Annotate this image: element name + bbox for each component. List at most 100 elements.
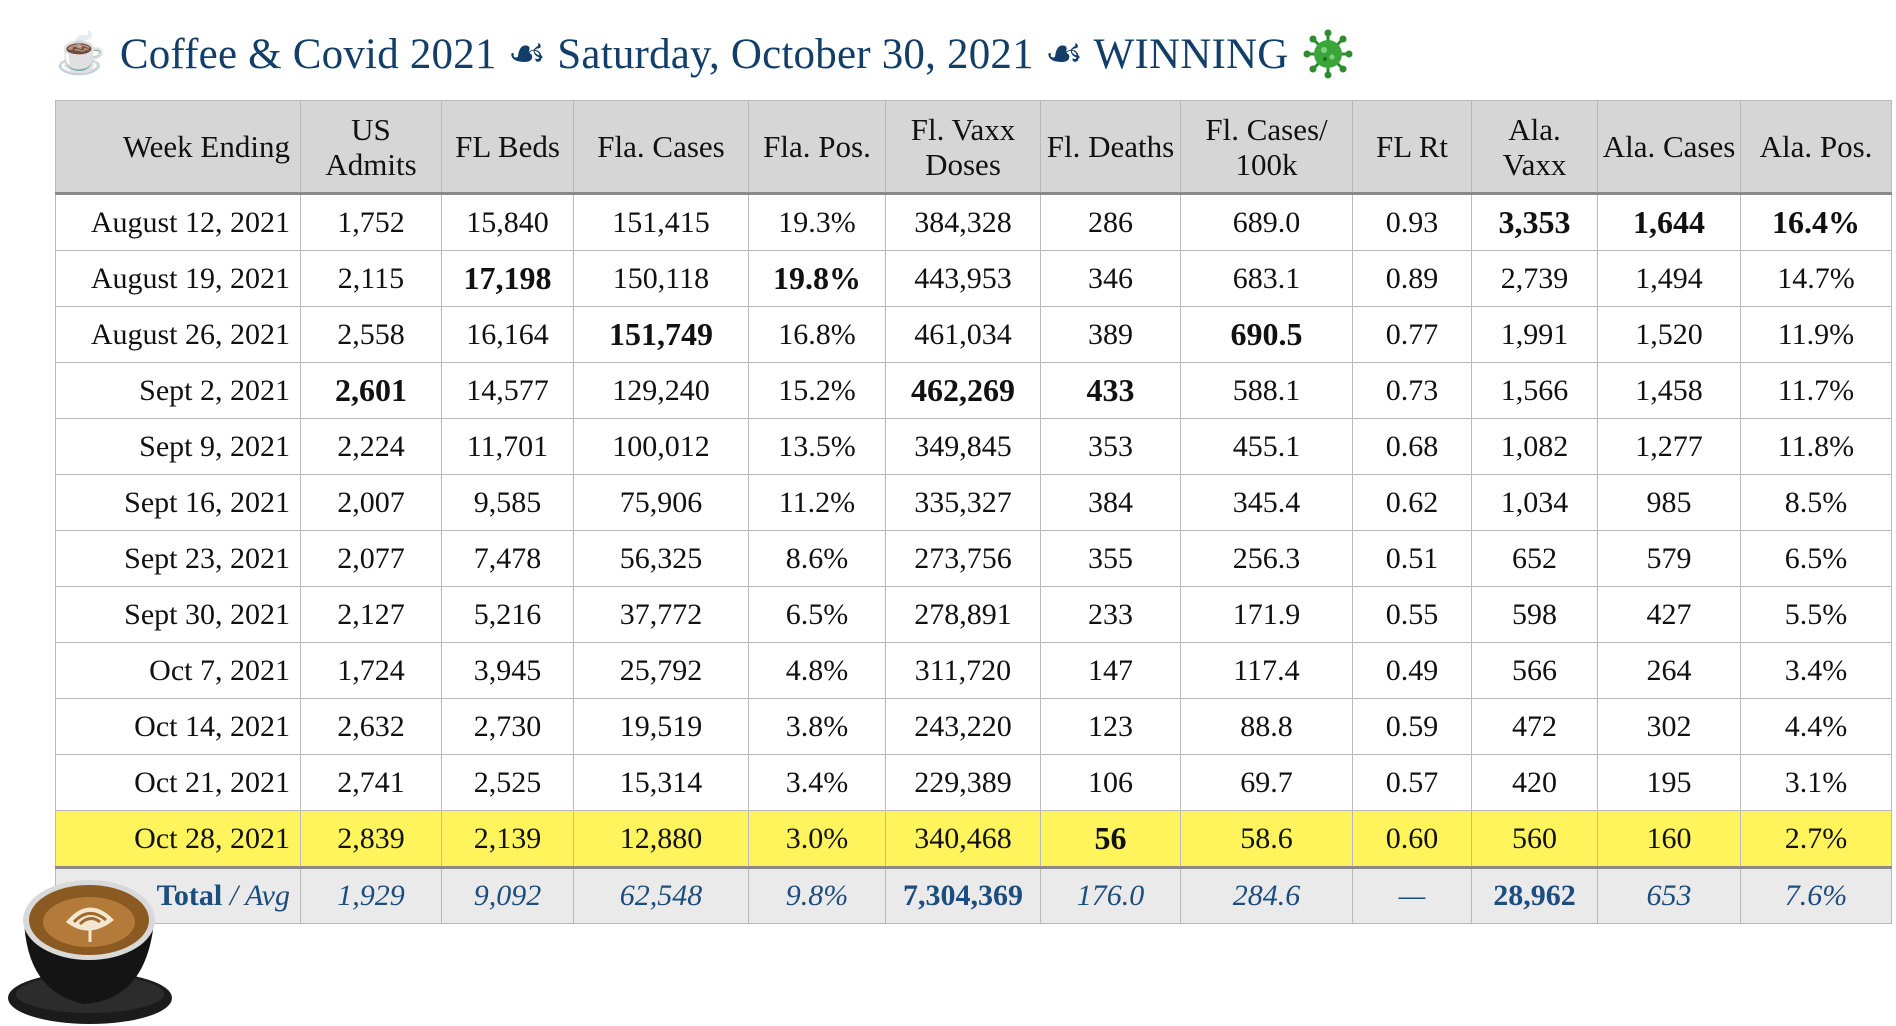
table-cell: 150,118 [573,250,749,307]
table-row: August 19, 2021 2,115 17,198 150,118 19.8% 44… [55,250,1892,307]
table-cell: 690.5 [1180,306,1353,363]
totals-cell: 62,548 [573,866,749,924]
table-cell: 302 [1597,698,1741,755]
totals-cell: 9.8% [748,866,886,924]
table-cell: 455.1 [1180,418,1353,475]
table-cell: 1,082 [1471,418,1598,475]
table-cell: 0.57 [1352,754,1472,811]
column-header: Fla. Cases [573,100,749,195]
table-row: Oct 14, 2021 2,632 2,730 19,519 3.8% 243,220 1… [55,698,1892,755]
table-cell: 0.55 [1352,586,1472,643]
table-cell: 11.2% [748,474,886,531]
week-ending-cell: Oct 7, 2021 [55,642,301,699]
week-ending-cell: Oct 14, 2021 [55,698,301,755]
table-cell: 3.0% [748,810,886,868]
table-cell: 100,012 [573,418,749,475]
table-cell: 4.4% [1740,698,1892,755]
totals-cell: 7.6% [1740,866,1892,924]
table-cell: 3,945 [441,642,574,699]
table-cell: 264 [1597,642,1741,699]
latte-cup-image [8,880,172,1024]
table-cell: 147 [1040,642,1181,699]
table-cell: 2,601 [300,362,442,419]
totals-cell: 28,962 [1471,866,1598,924]
table-row: Sept 16, 2021 2,007 9,585 75,906 11.2% 335,32… [55,474,1892,531]
table-cell: 2,139 [441,810,574,868]
table-cell: 5,216 [441,586,574,643]
table-cell: 88.8 [1180,698,1353,755]
column-header: Ala. Cases [1597,100,1741,195]
table-cell: 2,115 [300,250,442,307]
table-cell: 427 [1597,586,1741,643]
table-cell: 4.8% [748,642,886,699]
covid-data-table: Week Ending US Admits FL Beds Fla. Cases Fla… [55,100,1892,924]
totals-cell: 7,304,369 [885,866,1041,924]
table-cell: 0.49 [1352,642,1472,699]
table-cell: 11.9% [1740,306,1892,363]
table-cell: 19.8% [748,250,886,307]
table-cell: 1,644 [1597,193,1741,251]
table-cell: 129,240 [573,362,749,419]
table-cell: 123 [1040,698,1181,755]
table-cell: 0.59 [1352,698,1472,755]
table-cell: 16.8% [748,306,886,363]
table-cell: 2,077 [300,530,442,587]
table-cell: 579 [1597,530,1741,587]
table-cell: 58.6 [1180,810,1353,868]
column-header: Week Ending [55,100,301,195]
week-ending-cell: August 26, 2021 [55,306,301,363]
table-cell: 2,632 [300,698,442,755]
week-ending-cell: Sept 30, 2021 [55,586,301,643]
table-cell: 56 [1040,810,1181,868]
table-cell: 985 [1597,474,1741,531]
table-cell: 11,701 [441,418,574,475]
table-cell: 15.2% [748,362,886,419]
table-cell: 243,220 [885,698,1041,755]
table-row: August 12, 2021 1,752 15,840 151,415 19.3% 38… [55,193,1892,251]
totals-cell: — [1352,866,1472,924]
table-cell: 229,389 [885,754,1041,811]
table-cell: 355 [1040,530,1181,587]
table-cell: 195 [1597,754,1741,811]
table-cell: 3.8% [748,698,886,755]
week-ending-cell: August 19, 2021 [55,250,301,307]
table-cell: 9,585 [441,474,574,531]
week-ending-cell: Sept 23, 2021 [55,530,301,587]
table-row: Sept 9, 2021 2,224 11,701 100,012 13.5% 349,8… [55,418,1892,475]
table-row: Sept 23, 2021 2,077 7,478 56,325 8.6% 273,756… [55,530,1892,587]
table-row: August 26, 2021 2,558 16,164 151,749 16.8% 46… [55,306,1892,363]
table-cell: 7,478 [441,530,574,587]
table-cell: 151,749 [573,306,749,363]
column-header: Fla. Pos. [748,100,886,195]
table-cell: 6.5% [1740,530,1892,587]
table-cell: 8.5% [1740,474,1892,531]
table-cell: 15,840 [441,193,574,251]
table-cell: 353 [1040,418,1181,475]
table-cell: 0.89 [1352,250,1472,307]
table-cell: 1,034 [1471,474,1598,531]
table-cell: 5.5% [1740,586,1892,643]
table-cell: 683.1 [1180,250,1353,307]
title-bar: ☕ Coffee & Covid 2021 ☙ Saturday, Octobe… [56,22,1353,86]
totals-cell: 653 [1597,866,1741,924]
table-cell: 14.7% [1740,250,1892,307]
table-cell: 2,558 [300,306,442,363]
column-header: Fl. Cases/ 100k [1180,100,1353,195]
table-cell: 346 [1040,250,1181,307]
table-cell: 2,839 [300,810,442,868]
totals-row: Total / Avg 1,929 9,092 62,548 9.8% 7,304,369… [55,866,1892,924]
week-ending-cell: Sept 2, 2021 [55,362,301,419]
table-cell: 19,519 [573,698,749,755]
table-cell: 335,327 [885,474,1041,531]
table-row: Oct 21, 2021 2,741 2,525 15,314 3.4% 229,389 1… [55,754,1892,811]
table-cell: 15,314 [573,754,749,811]
table-cell: 1,520 [1597,306,1741,363]
table-cell: 14,577 [441,362,574,419]
table-cell: 311,720 [885,642,1041,699]
table-cell: 384,328 [885,193,1041,251]
table-cell: 17,198 [441,250,574,307]
table-row: Sept 30, 2021 2,127 5,216 37,772 6.5% 278,891… [55,586,1892,643]
table-cell: 3.4% [1740,642,1892,699]
table-cell: 117.4 [1180,642,1353,699]
table-cell: 233 [1040,586,1181,643]
